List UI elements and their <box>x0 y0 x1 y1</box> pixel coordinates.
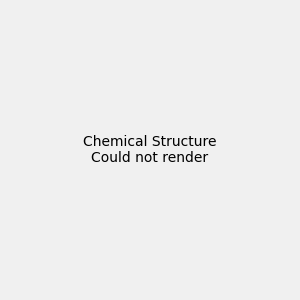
Text: Chemical Structure
Could not render: Chemical Structure Could not render <box>83 135 217 165</box>
